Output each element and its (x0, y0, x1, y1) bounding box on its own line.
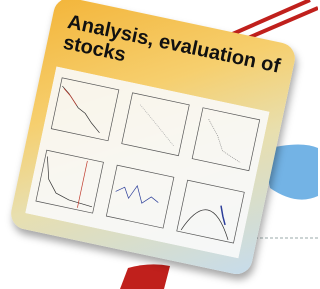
red-shape (120, 264, 170, 289)
screenshot: Analysis, evaluation of stocks (0, 0, 318, 289)
thumbnail-bg (25, 66, 269, 258)
chart-thumbnails (25, 66, 269, 258)
